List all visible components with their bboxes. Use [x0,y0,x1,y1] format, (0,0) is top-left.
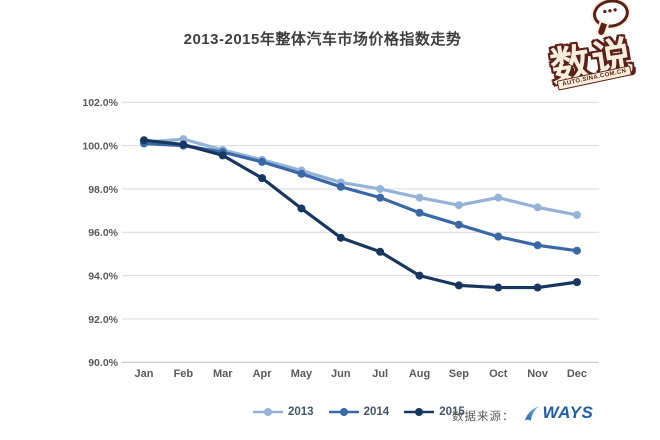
legend-item-2013: 2013 [252,406,314,418]
data-point-2013-Oct [494,193,503,202]
data-point-2015-Mar [218,151,227,160]
x-axis-month-label: Dec [567,368,587,380]
data-point-2015-Aug [415,271,424,280]
series-line-2013 [142,137,579,217]
data-point-2015-Jan [140,136,148,145]
x-axis-month-label: May [291,368,313,380]
series-line-2014 [142,141,579,253]
data-point-2014-Jul [376,193,385,202]
y-axis-tick-label: 92.0% [88,314,118,326]
x-axis-month-label: Nov [527,368,549,380]
x-axis-month-label: Apr [253,368,273,380]
data-point-2014-Nov [533,241,542,250]
x-axis-month-label: Oct [489,368,508,380]
data-point-2014-Apr [258,157,267,166]
data-point-2015-Jul [376,247,385,256]
legend-item-2014: 2014 [328,406,390,418]
data-point-2014-Sep [454,220,463,229]
chart-legend: 2013 2014 2015 [252,406,465,418]
y-axis-tick-label: 94.0% [88,270,118,282]
data-point-2013-Sep [454,201,463,210]
x-axis-month-label: Feb [174,368,194,380]
data-point-2014-Dec [572,246,581,255]
y-axis-tick-label: 96.0% [88,227,118,239]
series-line-2015 [142,138,579,290]
data-point-2013-Aug [415,193,424,202]
data-source-label: 数据来源： [452,411,515,423]
data-point-2015-Nov [533,283,542,292]
ways-logo-text: WAYS [542,403,594,422]
data-point-2015-May [297,204,306,213]
y-axis-tick-label: 90.0% [88,357,118,369]
y-axis-tick-label: 100.0% [82,140,118,152]
ways-logo: WAYS [523,403,594,423]
x-axis-month-label: Mar [213,368,233,380]
data-point-2014-Aug [415,208,424,217]
data-point-2015-Feb [179,140,188,149]
data-point-2013-Dec [572,210,581,219]
data-point-2014-Jun [336,182,345,191]
data-point-2013-Nov [533,203,542,212]
x-axis-month-label: Jan [135,368,154,380]
data-point-2015-Dec [572,278,581,287]
legend-marker-icon [404,408,435,416]
y-axis-tick-label: 98.0% [88,184,118,196]
ways-swoosh-icon [524,406,539,421]
data-point-2015-Jun [336,233,345,242]
x-axis-month-label: Jul [372,368,388,380]
legend-marker-icon [253,408,283,416]
x-axis-month-label: Sep [449,368,469,380]
data-point-2014-May [297,169,306,178]
x-axis-month-label: Jun [331,368,351,380]
data-point-2013-Jul [376,184,385,193]
legend-item-2015: 2015 [403,406,465,418]
data-point-2014-Oct [494,232,503,241]
legend-marker-icon [328,408,359,416]
data-point-2015-Apr [258,174,267,183]
data-point-2015-Oct [494,283,503,292]
legend-label: 2013 [288,406,314,418]
chart-footer: 2013 2014 2015 数据来源： WAYS [0,402,660,428]
data-point-2015-Sep [454,281,463,290]
y-axis-tick-label: 102.0% [82,97,118,109]
chart-title: 2013-2015年整体汽车市场价格指数走势 [183,31,462,48]
legend-label: 2015 [439,406,465,418]
data-source: 数据来源： WAYS [452,402,593,424]
legend-label: 2014 [363,406,390,418]
x-axis-month-label: Aug [409,368,430,380]
